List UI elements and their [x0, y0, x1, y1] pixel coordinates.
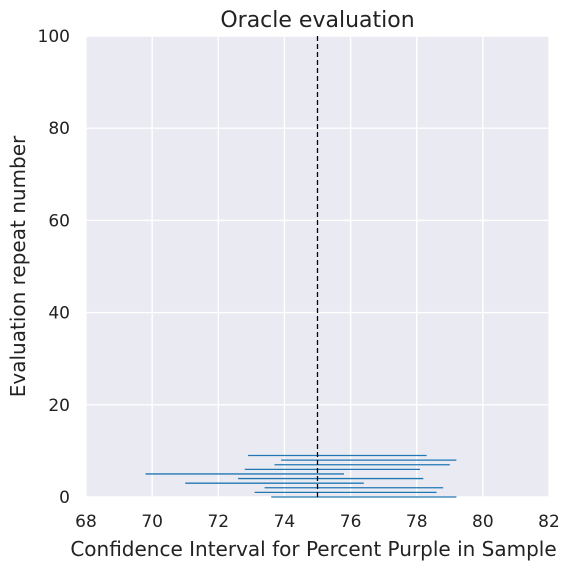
x-tick-label: 70 — [141, 512, 163, 532]
x-tick-labels: 68 70 72 74 76 78 80 82 — [75, 512, 560, 532]
x-tick-label: 74 — [274, 512, 296, 532]
x-tick-label: 80 — [472, 512, 494, 532]
interval-series — [145, 454, 457, 498]
x-axis-label: Confidence Interval for Percent Purple i… — [70, 537, 556, 561]
plot-area — [86, 36, 549, 497]
x-tick-label: 72 — [207, 512, 229, 532]
x-tick-label: 68 — [75, 512, 97, 532]
y-tick-label: 20 — [48, 396, 70, 416]
y-tick-labels: 0 20 40 60 80 100 — [38, 27, 70, 508]
y-tick-label: 60 — [48, 211, 70, 231]
x-tick-label: 78 — [406, 512, 428, 532]
y-tick-label: 0 — [59, 488, 70, 508]
chart-title: Oracle evaluation — [220, 8, 414, 33]
y-axis-label: Evaluation repeat number — [6, 135, 30, 397]
x-tick-label: 76 — [340, 512, 362, 532]
y-tick-label: 100 — [38, 27, 70, 47]
y-tick-label: 80 — [48, 119, 70, 139]
y-tick-label: 40 — [48, 304, 70, 324]
x-tick-label: 82 — [538, 512, 560, 532]
